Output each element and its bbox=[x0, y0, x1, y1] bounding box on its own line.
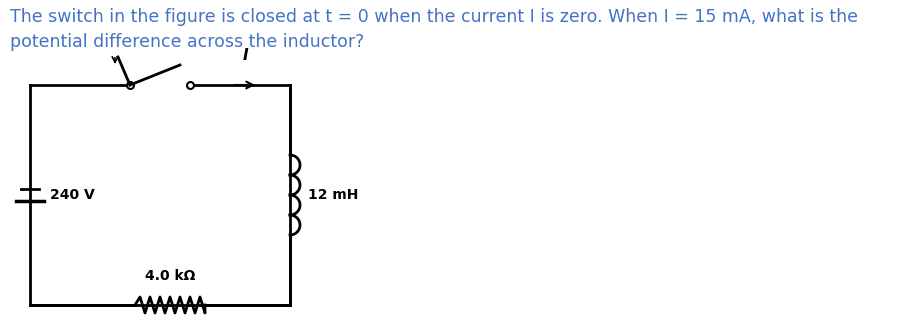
Text: potential difference across the inductor?: potential difference across the inductor… bbox=[10, 33, 365, 51]
Text: 4.0 kΩ: 4.0 kΩ bbox=[145, 269, 195, 283]
Text: 12 mH: 12 mH bbox=[308, 188, 358, 202]
Text: The switch in the figure is closed at t = 0 when the current I is zero. When I =: The switch in the figure is closed at t … bbox=[10, 8, 858, 26]
Text: I: I bbox=[242, 48, 248, 63]
Text: 240 V: 240 V bbox=[50, 188, 95, 202]
